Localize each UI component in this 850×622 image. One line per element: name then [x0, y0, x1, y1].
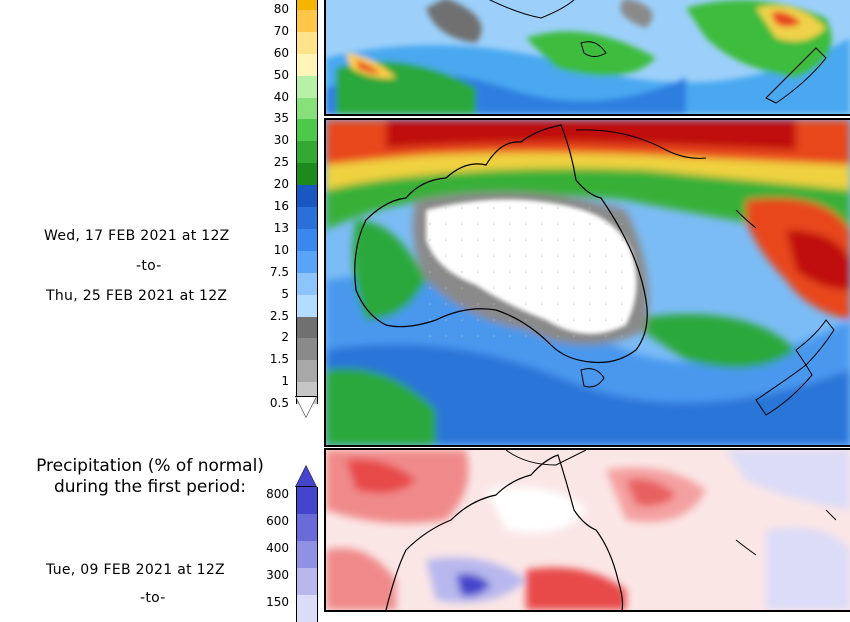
- amount-colorbar-swatch: [296, 97, 318, 120]
- second-period-start-date: Wed, 17 FEB 2021 at 12Z: [44, 228, 230, 244]
- amount-colorbar-swatch: [296, 9, 318, 32]
- first-period-start-date: Tue, 09 FEB 2021 at 12Z: [46, 562, 225, 578]
- percent-normal-map: [326, 450, 850, 610]
- amount-colorbar-tick-label: 13: [273, 220, 289, 235]
- percent-colorbar-tick-label: 600: [266, 514, 289, 528]
- percent-colorbar-swatch: [296, 595, 318, 622]
- first-period-title-line1: Precipitation (% of normal): [36, 456, 264, 476]
- amount-colorbar-tick-label: 2.5: [269, 308, 289, 323]
- amount-colorbar-tick-label: 35: [273, 111, 289, 126]
- amount-colorbar-swatch: [296, 272, 318, 295]
- amount-colorbar-swatch: [296, 338, 318, 361]
- percent-colorbar-swatch: [296, 487, 318, 514]
- amount-colorbar-tick-label: 2: [281, 330, 289, 345]
- amount-colorbar-swatch: [296, 119, 318, 142]
- first-period-to-label: -to-: [140, 590, 166, 606]
- first-period-title: Precipitation (% of normal) during the f…: [0, 456, 300, 498]
- first-period-title-line2: during the first period:: [53, 477, 247, 497]
- amount-colorbar-swatch: [296, 360, 318, 383]
- amount-colorbar-swatch: [296, 207, 318, 229]
- colorbar-bottom-arrow: [295, 396, 317, 418]
- amount-colorbar-tick-label: 10: [273, 242, 289, 257]
- percent-colorbar-swatch: [296, 541, 318, 568]
- amount-colorbar-tick-label: 1.5: [269, 352, 289, 367]
- amount-colorbar-tick-label: 70: [273, 23, 289, 38]
- amount-colorbar-swatch: [296, 53, 318, 76]
- amount-colorbar-tick-label: 16: [273, 199, 289, 213]
- amount-colorbar-tick-label: 20: [273, 177, 289, 192]
- second-period-to-label: -to-: [136, 258, 162, 274]
- amount-colorbar-tick-label: 30: [273, 133, 289, 148]
- percent-colorbar-swatch: [296, 568, 318, 595]
- amount-colorbar-swatch: [296, 250, 318, 273]
- amount-colorbar-swatch: [296, 185, 318, 208]
- percent-colorbar-top-arrow: [295, 465, 317, 487]
- map-panel-top: [324, 0, 850, 116]
- percent-colorbar-tick-label: 300: [266, 568, 289, 582]
- amount-colorbar-swatch: [296, 75, 318, 98]
- amount-colorbar-tick-label: 60: [273, 45, 289, 60]
- amount-colorbar-tick-label: 40: [273, 89, 289, 104]
- amount-colorbar-swatch: [296, 228, 318, 251]
- map-panel-middle: [324, 118, 850, 447]
- percent-colorbar-tick-label: 150: [266, 595, 289, 609]
- amount-colorbar-swatch: [296, 0, 318, 10]
- percent-colorbar-swatch: [296, 514, 318, 541]
- amount-colorbar-swatch: [296, 294, 318, 317]
- amount-colorbar-swatch: [296, 141, 318, 164]
- second-period-end-date: Thu, 25 FEB 2021 at 12Z: [46, 288, 228, 304]
- amount-colorbar-tick-label: 7.5: [269, 264, 289, 279]
- amount-colorbar-tick-label: 0.5: [269, 396, 289, 411]
- amount-colorbar-swatch: [296, 163, 318, 186]
- precip-map-top: [326, 0, 850, 114]
- amount-colorbar-tick-label: 50: [273, 67, 289, 82]
- percent-colorbar-tick-label: 400: [266, 541, 289, 555]
- amount-colorbar-tick-label: 1: [281, 374, 289, 389]
- amount-colorbar-tick-label: 25: [273, 155, 289, 170]
- map-panel-bottom: [324, 448, 850, 612]
- amount-colorbar-swatch: [296, 316, 318, 339]
- precip-map-middle: [326, 120, 850, 445]
- amount-colorbar-tick-label: 5: [281, 286, 289, 301]
- amount-colorbar-swatch: [296, 31, 318, 54]
- amount-colorbar-tick-label: 80: [273, 1, 289, 16]
- percent-colorbar-tick-label: 800: [266, 487, 289, 501]
